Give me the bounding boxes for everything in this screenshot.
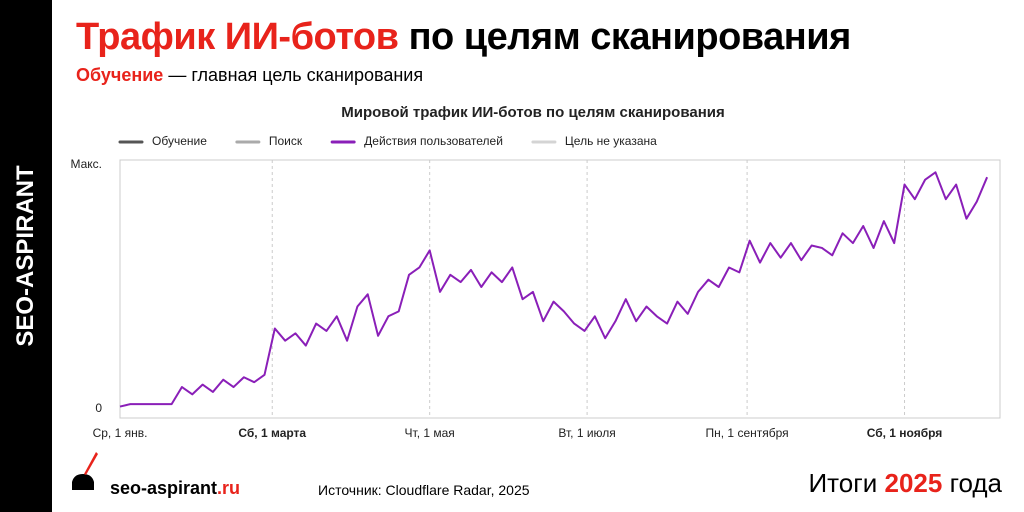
ink-icon bbox=[72, 452, 98, 490]
x-tick-label: Сб, 1 ноября bbox=[867, 426, 943, 440]
legend-label: Обучение bbox=[152, 134, 207, 148]
subtitle-rest: — главная цель сканирования bbox=[168, 65, 424, 85]
x-tick-label: Вт, 1 июля bbox=[558, 426, 615, 440]
subhead: Обучение — главная цель сканирования bbox=[76, 65, 423, 86]
x-tick-label: Ср, 1 янв. bbox=[93, 426, 148, 440]
subtitle-accent: Обучение bbox=[76, 65, 164, 85]
legend-label: Действия пользователей bbox=[364, 134, 503, 148]
side-bar: SEO-ASPIRANT bbox=[0, 0, 52, 512]
summary-prefix: Итоги bbox=[808, 468, 878, 498]
site-tld: .ru bbox=[217, 478, 241, 498]
summary-suffix: года bbox=[949, 468, 1002, 498]
y-tick-label: Макс. bbox=[70, 157, 102, 171]
plot-frame bbox=[119, 159, 1001, 419]
legend-label: Поиск bbox=[269, 134, 303, 148]
site-name: seo-aspirant bbox=[110, 478, 218, 498]
headline: Трафик ИИ-ботов по целям сканирования bbox=[76, 16, 851, 59]
title-accent: Трафик ИИ-ботов bbox=[76, 16, 399, 58]
summary: Итоги 2025 года bbox=[808, 468, 1002, 499]
x-tick-label: Чт, 1 мая bbox=[405, 426, 455, 440]
legend-label: Цель не указана bbox=[565, 134, 657, 148]
x-tick-label: Сб, 1 марта bbox=[238, 426, 306, 440]
y-tick-label: 0 bbox=[95, 401, 102, 415]
x-tick-label: Пн, 1 сентября bbox=[706, 426, 789, 440]
series-line bbox=[119, 171, 989, 408]
chart-title: Мировой трафик ИИ-ботов по целям сканиро… bbox=[341, 104, 725, 121]
title-rest: по целям сканирования bbox=[408, 16, 852, 58]
summary-year: 2025 bbox=[884, 468, 943, 498]
site: seo-aspirant.ru bbox=[110, 478, 240, 499]
source: Источник: Cloudflare Radar, 2025 bbox=[318, 482, 530, 498]
